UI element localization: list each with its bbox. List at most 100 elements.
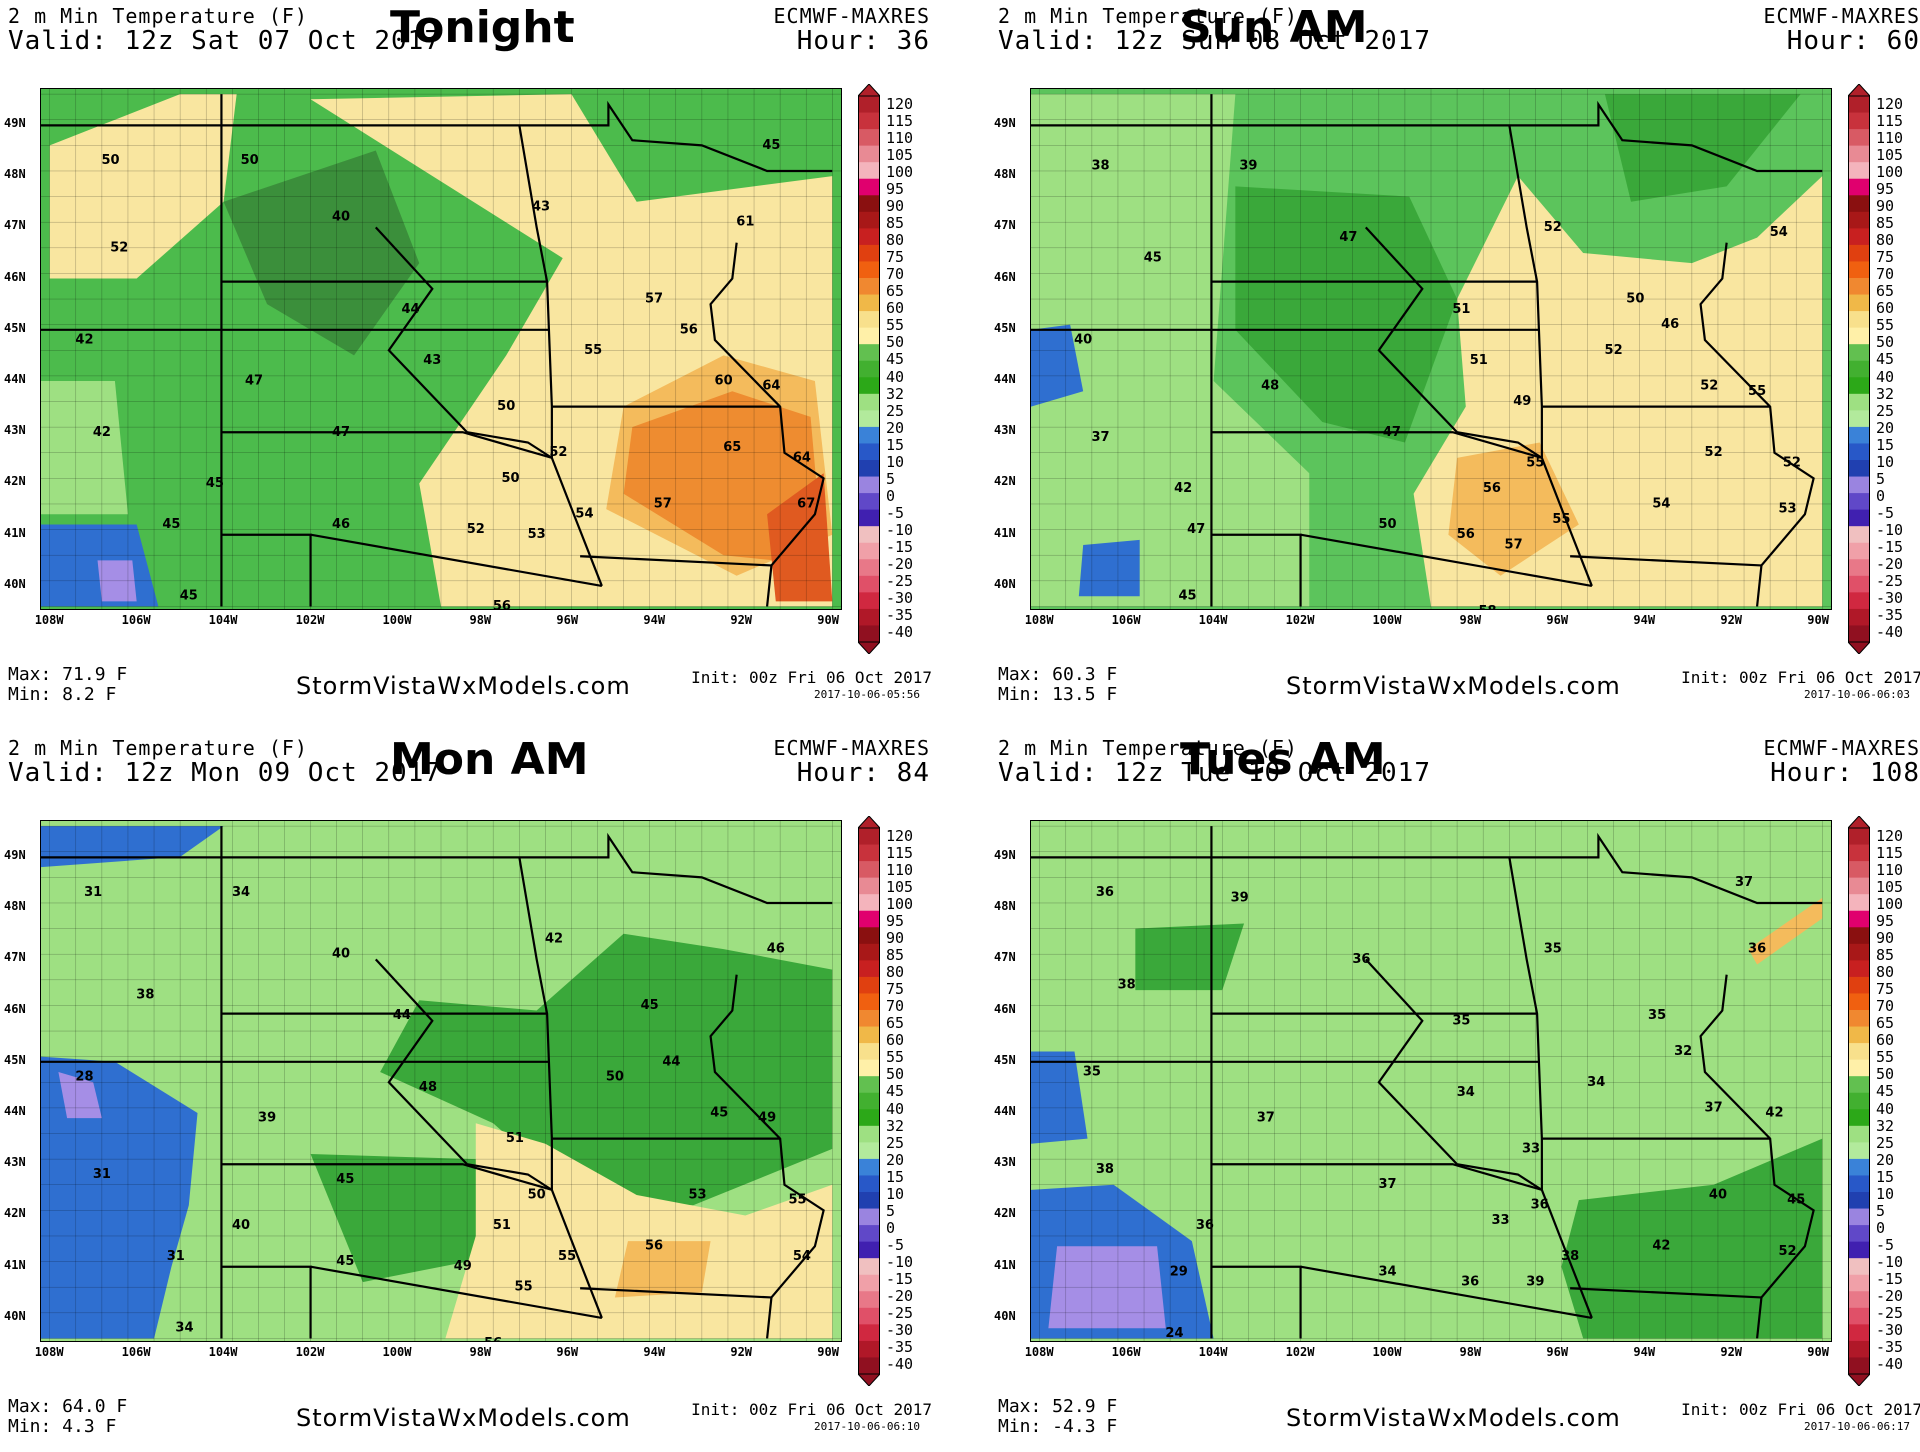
colorbar-label: 50 [1876,1067,1894,1082]
temperature-value: 60 [715,374,733,389]
temperature-value: 33 [1522,1141,1540,1156]
latitude-label: 47N [4,950,26,964]
latitude-label: 43N [4,1155,26,1169]
colorbar-swatch [858,361,880,378]
colorbar-swatch [858,261,880,278]
longitude-label: 106W [1112,613,1141,627]
source-site: StormVistaWxModels.com [1286,672,1621,700]
colorbar-label: 90 [1876,199,1894,214]
temperature-value: 56 [1457,527,1475,542]
latitude-label: 42N [4,474,26,488]
colorbar-swatch [1848,1258,1870,1275]
temperature-value: 51 [493,1218,511,1233]
temperature-value: 50 [502,471,520,486]
latitude-label: 42N [994,1206,1016,1220]
longitude-label: 104W [1199,1345,1228,1359]
colorbar-swatch [1848,609,1870,626]
temperature-value: 45 [1787,1193,1805,1208]
temperature-value: 52 [1778,1244,1796,1259]
colorbar-label: 65 [1876,1016,1894,1031]
longitude-label: 106W [1112,1345,1141,1359]
temperature-value: 46 [1661,317,1679,332]
colorbar-swatch [1848,526,1870,543]
colorbar-label: 65 [886,1016,904,1031]
colorbar-swatch [858,195,880,212]
colorbar-label: -40 [886,1357,913,1372]
colorbar-label: 50 [886,335,904,350]
colorbar-label: 50 [886,1067,904,1082]
latitude-label: 48N [994,899,1016,913]
colorbar-swatch [1848,278,1870,295]
colorbar-swatch [1848,1175,1870,1192]
temperature-value: 50 [497,399,515,414]
colorbar-swatch [1848,894,1870,911]
timestamp: 2017-10-06-06:03 [1804,688,1910,701]
temperature-value: 36 [1748,942,1766,957]
temperature-value: 42 [545,931,563,946]
longitude-label: 102W [296,1345,325,1359]
colorbar-label: 0 [886,489,895,504]
colorbar-swatch [1848,477,1870,494]
colorbar-swatch [858,1076,880,1093]
longitude-label: 98W [469,1345,491,1359]
colorbar-swatch [1848,410,1870,427]
temperature-value: 43 [532,199,550,214]
colorbar-swatch [1848,1357,1870,1374]
source-site: StormVistaWxModels.com [296,672,631,700]
colorbar-swatch [858,1209,880,1226]
temperature-value: 34 [175,1321,193,1336]
colorbar-label: -30 [1876,591,1903,606]
longitude-label: 108W [35,1345,64,1359]
colorbar-swatch [858,960,880,977]
colorbar-swatch [858,443,880,460]
temperature-value: 55 [1552,512,1570,527]
colorbar-label: 40 [886,370,904,385]
colorbar-label: 115 [1876,114,1903,129]
colorbar-label: 75 [886,982,904,997]
temperature-value: 58 [1478,604,1496,609]
temperature-value: 37 [1378,1177,1396,1192]
colorbar-swatch [858,625,880,642]
colorbar-swatch [858,228,880,245]
timestamp: 2017-10-06-06:17 [1804,1420,1910,1433]
colorbar-label: 5 [1876,1204,1885,1219]
temperature-value: 38 [136,988,154,1003]
colorbar-swatch [858,576,880,593]
colorbar-swatch [1848,493,1870,510]
colorbar-label: 75 [1876,250,1894,265]
colorbar-swatch [1848,1308,1870,1325]
temperature-value: 45 [641,998,659,1013]
colorbar-swatch [858,1142,880,1159]
colorbar-swatch [858,977,880,994]
colorbar-label: 75 [1876,982,1894,997]
temperature-value: 45 [162,517,180,532]
temperature-value: 64 [762,379,780,394]
colorbar-swatch [1848,576,1870,593]
colorbar-label: 32 [1876,387,1894,402]
colorbar-label: 0 [1876,489,1885,504]
temperature-value: 37 [1257,1111,1275,1126]
colorbar-label: 25 [886,1136,904,1151]
colorbar-label: 10 [1876,1187,1894,1202]
temperature-region [1079,540,1140,596]
temperature-value: 39 [1231,890,1249,905]
colorbar-label: -30 [886,591,913,606]
latitude-label: 43N [994,1155,1016,1169]
temperature-value: 55 [788,1193,806,1208]
longitude-label: 104W [209,1345,238,1359]
latitude-label: 49N [4,848,26,862]
temperature-value: 50 [241,153,259,168]
colorbar-label: 70 [1876,267,1894,282]
temperature-value: 55 [558,1249,576,1264]
colorbar-swatch [1848,96,1870,113]
colorbar-label: 20 [886,421,904,436]
longitude-label: 102W [296,613,325,627]
longitude-label: 108W [1025,613,1054,627]
temperature-value: 47 [1383,425,1401,440]
colorbar-label: -30 [1876,1323,1903,1338]
latitude-label: 41N [994,1258,1016,1272]
temperature-value: 40 [1074,333,1092,348]
colorbar-label: 100 [886,165,913,180]
colorbar-swatch [858,212,880,229]
